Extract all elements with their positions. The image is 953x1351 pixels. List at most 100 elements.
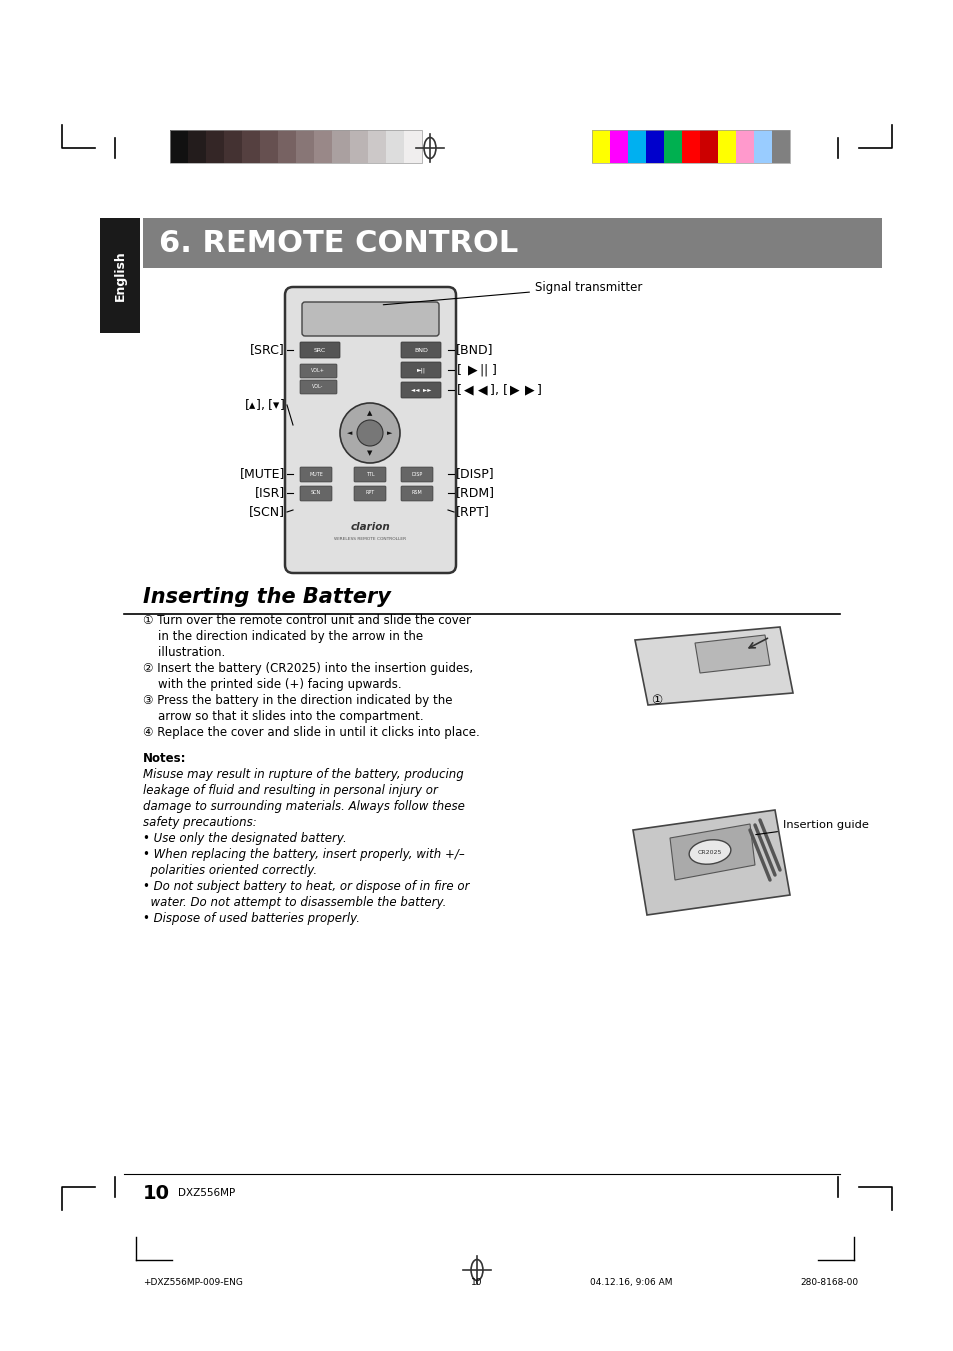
Bar xyxy=(771,130,789,163)
Text: [DISP]: [DISP] xyxy=(456,467,494,481)
Text: WIRELESS REMOTE CONTROLLER: WIRELESS REMOTE CONTROLLER xyxy=(334,536,406,540)
Bar xyxy=(753,130,771,163)
Bar xyxy=(403,130,421,163)
Bar xyxy=(700,130,718,163)
Bar xyxy=(100,218,140,332)
Bar xyxy=(295,130,314,163)
Text: ④ Replace the cover and slide in until it clicks into place.: ④ Replace the cover and slide in until i… xyxy=(143,725,479,739)
Bar xyxy=(206,130,224,163)
FancyBboxPatch shape xyxy=(400,467,433,482)
Text: ① Turn over the remote control unit and slide the cover: ① Turn over the remote control unit and … xyxy=(143,613,471,627)
Bar xyxy=(277,130,295,163)
FancyBboxPatch shape xyxy=(400,486,433,501)
Bar xyxy=(170,130,188,163)
Bar xyxy=(681,130,700,163)
Text: Signal transmitter: Signal transmitter xyxy=(383,281,641,305)
Text: [$\blacktriangle$], [$\blacktriangledown$]: [$\blacktriangle$], [$\blacktriangledown… xyxy=(244,397,285,412)
Text: • Use only the designated battery.: • Use only the designated battery. xyxy=(143,832,346,844)
Text: Inserting the Battery: Inserting the Battery xyxy=(143,586,391,607)
Bar xyxy=(143,218,882,267)
Bar xyxy=(350,130,368,163)
Text: with the printed side (+) facing upwards.: with the printed side (+) facing upwards… xyxy=(143,678,401,690)
Polygon shape xyxy=(669,824,754,880)
Text: DXZ556MP: DXZ556MP xyxy=(178,1188,235,1198)
FancyBboxPatch shape xyxy=(299,486,332,501)
Text: SRC: SRC xyxy=(314,347,326,353)
Text: illustration.: illustration. xyxy=(143,646,225,659)
Text: damage to surrounding materials. Always follow these: damage to surrounding materials. Always … xyxy=(143,800,464,813)
Text: Insertion guide: Insertion guide xyxy=(755,820,868,835)
Bar xyxy=(386,130,403,163)
Bar xyxy=(170,130,421,163)
Text: +DXZ556MP-009-ENG: +DXZ556MP-009-ENG xyxy=(143,1278,243,1288)
Bar xyxy=(663,130,681,163)
Bar xyxy=(718,130,735,163)
Text: Notes:: Notes: xyxy=(143,753,186,765)
Text: English: English xyxy=(113,250,127,301)
Text: 04.12.16, 9:06 AM: 04.12.16, 9:06 AM xyxy=(589,1278,672,1288)
FancyBboxPatch shape xyxy=(354,467,386,482)
Bar xyxy=(224,130,242,163)
Text: RSM: RSM xyxy=(411,490,422,496)
Text: [SCN]: [SCN] xyxy=(249,505,285,519)
Bar xyxy=(368,130,386,163)
Bar xyxy=(645,130,663,163)
Text: SCN: SCN xyxy=(311,490,321,496)
Text: ▼: ▼ xyxy=(367,450,373,457)
FancyBboxPatch shape xyxy=(354,486,386,501)
Text: [RPT]: [RPT] xyxy=(456,505,489,519)
Text: 10: 10 xyxy=(471,1278,482,1288)
Circle shape xyxy=(339,403,399,463)
Text: ►||: ►|| xyxy=(416,367,425,373)
Text: leakage of fluid and resulting in personal injury or: leakage of fluid and resulting in person… xyxy=(143,784,437,797)
Text: clarion: clarion xyxy=(350,521,390,532)
Text: 6. REMOTE CONTROL: 6. REMOTE CONTROL xyxy=(159,228,517,258)
Text: ►: ► xyxy=(387,430,393,436)
Text: water. Do not attempt to disassemble the battery.: water. Do not attempt to disassemble the… xyxy=(143,896,446,909)
Text: polarities oriented correctly.: polarities oriented correctly. xyxy=(143,865,316,877)
Text: • When replacing the battery, insert properly, with +/–: • When replacing the battery, insert pro… xyxy=(143,848,464,861)
Text: MUTE: MUTE xyxy=(309,471,323,477)
FancyBboxPatch shape xyxy=(400,382,440,399)
Bar xyxy=(188,130,206,163)
Text: VOL+: VOL+ xyxy=(311,369,325,373)
Text: [MUTE]: [MUTE] xyxy=(239,467,285,481)
Text: BND: BND xyxy=(414,347,428,353)
Text: TTL: TTL xyxy=(365,471,374,477)
Text: arrow so that it slides into the compartment.: arrow so that it slides into the compart… xyxy=(143,711,423,723)
Text: in the direction indicated by the arrow in the: in the direction indicated by the arrow … xyxy=(143,630,423,643)
Polygon shape xyxy=(695,635,769,673)
FancyBboxPatch shape xyxy=(400,342,440,358)
Text: ▲: ▲ xyxy=(367,409,373,416)
Bar xyxy=(592,130,789,163)
FancyBboxPatch shape xyxy=(285,286,456,573)
Polygon shape xyxy=(635,627,792,705)
Circle shape xyxy=(356,420,382,446)
Text: [ $\blacktriangleright$|| ]: [ $\blacktriangleright$|| ] xyxy=(456,362,497,378)
FancyBboxPatch shape xyxy=(299,380,336,394)
Text: Misuse may result in rupture of the battery, producing: Misuse may result in rupture of the batt… xyxy=(143,767,463,781)
Text: ①: ① xyxy=(651,693,662,707)
Text: [RDM]: [RDM] xyxy=(456,486,495,500)
Bar xyxy=(627,130,645,163)
Bar xyxy=(592,130,609,163)
FancyBboxPatch shape xyxy=(302,303,438,336)
Text: [$\blacktriangleleft\blacktriangleleft$], [$\blacktriangleright\blacktrianglerig: [$\blacktriangleleft\blacktriangleleft$]… xyxy=(456,382,541,397)
Text: CR2025: CR2025 xyxy=(697,850,721,854)
Ellipse shape xyxy=(688,840,730,865)
Text: 10: 10 xyxy=(143,1183,170,1202)
Text: VOL-: VOL- xyxy=(312,385,323,389)
Bar xyxy=(609,130,627,163)
Text: [BND]: [BND] xyxy=(456,343,493,357)
Polygon shape xyxy=(633,811,789,915)
FancyBboxPatch shape xyxy=(299,342,339,358)
Text: safety precautions:: safety precautions: xyxy=(143,816,256,830)
Text: RPT: RPT xyxy=(365,490,375,496)
Bar xyxy=(332,130,350,163)
FancyBboxPatch shape xyxy=(299,363,336,378)
Text: • Dispose of used batteries properly.: • Dispose of used batteries properly. xyxy=(143,912,359,925)
Text: ③ Press the battery in the direction indicated by the: ③ Press the battery in the direction ind… xyxy=(143,694,452,707)
FancyBboxPatch shape xyxy=(400,362,440,378)
Text: • Do not subject battery to heat, or dispose of in fire or: • Do not subject battery to heat, or dis… xyxy=(143,880,469,893)
Text: [SRC]: [SRC] xyxy=(250,343,285,357)
